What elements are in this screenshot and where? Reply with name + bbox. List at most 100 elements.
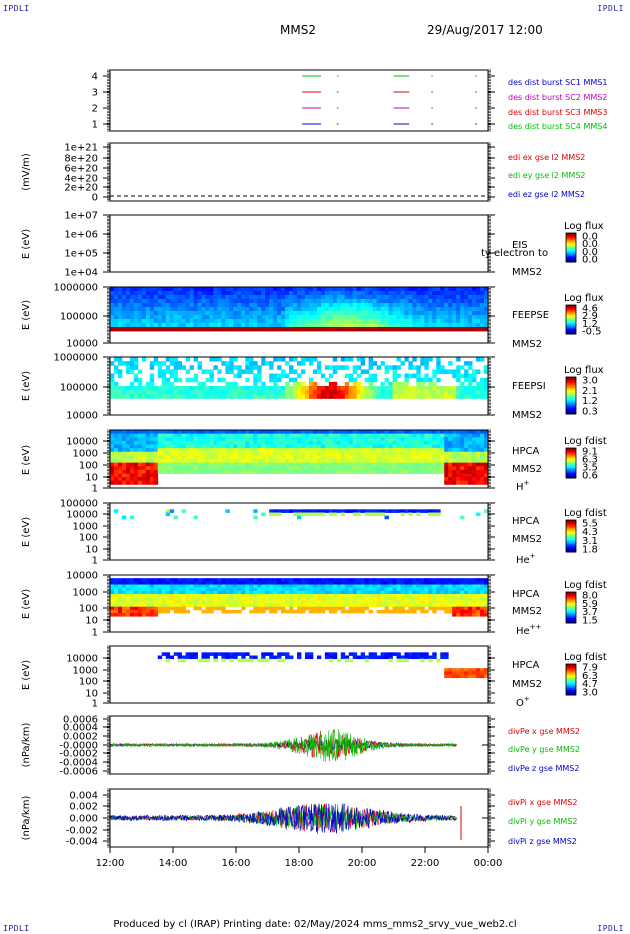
hpca-h-pixel [257, 451, 262, 456]
feepse-pixel [316, 327, 322, 332]
feepse-pixel [356, 315, 362, 320]
feepse-pixel [185, 295, 190, 300]
feepse-pixel [456, 299, 461, 304]
feepse-pixel [249, 291, 254, 296]
hpca-hepp-pixel [380, 609, 385, 614]
hpca-hepp-pixel [189, 603, 194, 608]
feepse-pixel [113, 287, 119, 292]
feepse-pixel [416, 327, 421, 332]
hpca-h-pixel [273, 455, 278, 460]
hpca-h-pixel [110, 437, 115, 442]
hpca-h-pixel [444, 430, 449, 435]
hpca-h-pixel [352, 444, 358, 449]
feepse-pixel [388, 307, 393, 312]
feepse-pixel [137, 287, 143, 292]
hpca-h-pixel [480, 455, 485, 460]
feepsi-pixel [416, 386, 421, 391]
hpca-h-pixel [273, 466, 278, 471]
hpca-hepp-pixel [472, 606, 477, 611]
hpca-hepp-pixel [117, 594, 123, 598]
feepse-pixel [113, 327, 119, 332]
hpca-h-pixel [304, 459, 310, 464]
hpca-he-pixel [225, 509, 230, 513]
feepse-pixel [229, 287, 234, 292]
feepsi-pixel [364, 369, 370, 374]
hpca-hepp-pixel [137, 578, 143, 582]
feepsi-pixel [328, 390, 334, 395]
feepsi-pixel [368, 377, 374, 383]
hpca-h-pixel [376, 437, 381, 442]
feepse-colorbar-cell [566, 315, 576, 318]
feepse-pixel [225, 287, 230, 292]
hpca-h-pixel [440, 433, 445, 438]
hpca-h-pixel [297, 459, 302, 464]
feepsi-pixel [436, 361, 441, 366]
feepsi-pixel [356, 394, 362, 399]
hpca-he-colorbar-cell [566, 521, 576, 524]
hpca-h-pixel [257, 455, 262, 460]
hpca-hepp-pixel [141, 581, 147, 585]
hpca-h-pixel [332, 451, 338, 456]
feepse-pixel [149, 299, 155, 304]
hpca-h-pixel [408, 455, 413, 460]
hpca-hepp-pixel [169, 603, 175, 608]
hpca-hepp-pixel [117, 590, 123, 595]
feepse-pixel [277, 327, 282, 332]
feepse-pixel [125, 315, 131, 320]
hpca-h-pixel [352, 451, 358, 456]
hpca-he-pixel [404, 509, 409, 513]
feepse-pixel [348, 295, 354, 300]
spacecraft-title: MMS2 [280, 23, 316, 37]
feepsi-pixel [468, 381, 473, 387]
hpca-h-pixel [289, 466, 294, 471]
feepse-pixel [153, 287, 159, 292]
hpca-h-pixel [484, 433, 489, 438]
hpca-h-pixel [476, 466, 481, 471]
hpca-h-pixel [352, 469, 358, 474]
hpca-h-pixel [205, 455, 210, 460]
hpca-hepp-pixel [297, 600, 302, 604]
feepsi-colorbar-cell [566, 401, 576, 404]
feepse-pixel [404, 303, 409, 308]
feepse-pixel [484, 287, 489, 292]
hpca-hepp-pixel [273, 606, 278, 611]
hpca-h-pixel [153, 462, 159, 467]
hpca-hepp-pixel [476, 606, 481, 611]
hpca-h-pixel [320, 444, 326, 449]
feepse-pixel [312, 327, 318, 332]
feepsi-pixel [133, 377, 139, 383]
feepse-pixel [233, 307, 238, 312]
hpca-he-colorbar-cell [566, 529, 576, 532]
feepse-pixel [428, 287, 433, 292]
feepse-pixel [464, 291, 469, 296]
feepse-pixel [253, 311, 258, 316]
hpca-hepp-pixel [269, 581, 274, 585]
hpca-h-pixel [416, 444, 421, 449]
feepsi-pixel [368, 394, 374, 399]
feepse-pixel [273, 303, 278, 308]
hpca-h-pixel [420, 448, 425, 453]
hpca-hepp-pixel [201, 597, 206, 601]
feepsi-pixel [460, 386, 465, 391]
feepse-pixel [432, 303, 437, 308]
hpca-h-pixel [408, 459, 413, 464]
hpca-hepp-pixel [125, 613, 131, 617]
feepse-pixel [117, 323, 123, 328]
feepsi-pixel [344, 373, 350, 379]
hpca-hepp-pixel [253, 606, 258, 611]
hpca-h-pixel [233, 444, 238, 449]
feepse-pixel [141, 299, 147, 304]
feepse-ytick-label: 1000000 [53, 283, 98, 294]
feepse-pixel [480, 319, 485, 324]
hpca-hepp-pixel [253, 603, 258, 608]
feepsi-pixel [177, 386, 183, 391]
hpca-h-pixel [392, 451, 397, 456]
hpca-h-pixel [320, 448, 326, 453]
hpca-hepp-pixel [476, 609, 481, 614]
hpca-h-pixel [141, 444, 147, 449]
hpca-h-pixel [364, 433, 370, 438]
hpca-h-pixel [376, 433, 381, 438]
feepsi-pixel [332, 394, 338, 399]
hpca-he-colorbar-cell [566, 525, 576, 528]
feepsi-pixel [213, 390, 218, 395]
